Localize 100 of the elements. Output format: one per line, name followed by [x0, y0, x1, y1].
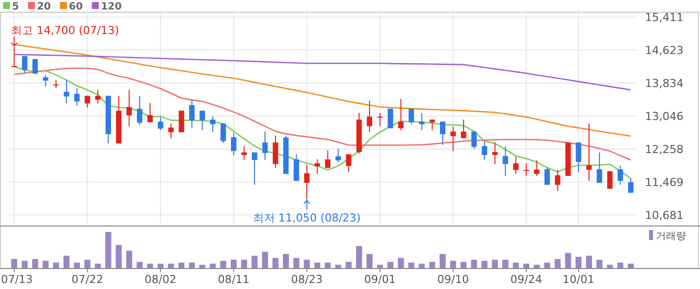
- bar: [282, 254, 289, 268]
- bar: [492, 260, 498, 268]
- x-tick-label: 07/13: [1, 273, 33, 286]
- candlestick: [576, 142, 582, 172]
- candlestick: [492, 142, 498, 164]
- candlestick: [314, 158, 320, 174]
- bar: [314, 262, 320, 268]
- bar: [596, 260, 602, 268]
- y-tick-label: 12,258: [645, 142, 684, 156]
- bar: [366, 254, 373, 268]
- candlestick: [210, 116, 216, 133]
- bar: [272, 258, 278, 268]
- x-tick-label: 09/10: [437, 273, 469, 286]
- candlestick: [513, 156, 519, 174]
- candlestick: [607, 170, 613, 190]
- bar: [554, 259, 561, 268]
- annotation: 최저 11,050 (08/23): [252, 211, 361, 224]
- candlestick: [388, 108, 394, 129]
- bar: [22, 260, 28, 268]
- bar: [147, 264, 154, 268]
- candlestick: [482, 140, 488, 160]
- bar: [418, 264, 425, 268]
- bar: [398, 258, 404, 268]
- bar: [94, 264, 101, 268]
- legend-label: 60: [68, 2, 83, 12]
- line-series: [14, 44, 632, 137]
- candlestick: [325, 150, 330, 168]
- x-tick-label: 08/02: [144, 273, 176, 286]
- bar: [158, 264, 164, 268]
- bar: [586, 256, 592, 268]
- candlestick: [74, 88, 80, 106]
- bar: [53, 262, 60, 268]
- bar: [116, 244, 122, 268]
- bar: [230, 260, 237, 268]
- bar: [346, 262, 352, 268]
- bar: [628, 264, 634, 268]
- candlestick: [534, 160, 540, 176]
- legend-label: 120: [100, 2, 122, 12]
- candlestick: [178, 110, 184, 133]
- candlestick: [304, 164, 310, 200]
- candlestick: [64, 79, 70, 104]
- candlestick: [450, 126, 456, 152]
- candlestick: [189, 99, 195, 129]
- bar: [105, 232, 112, 268]
- candlestick: [408, 108, 414, 125]
- bar: [74, 262, 80, 268]
- bar: [220, 260, 226, 268]
- legend-label: 20: [36, 2, 51, 12]
- bar: [606, 264, 613, 268]
- bar: [523, 264, 530, 268]
- candlestick: [230, 132, 236, 156]
- candlestick: [618, 164, 624, 186]
- bar: [210, 264, 216, 268]
- bar: [293, 258, 300, 268]
- candlestick: [346, 154, 352, 172]
- candlestick: [366, 100, 372, 133]
- candlestick: [544, 166, 550, 186]
- x-tick-label: 07/22: [72, 273, 104, 286]
- candlestick: [158, 116, 164, 131]
- candlestick: [200, 110, 206, 131]
- bar: [376, 264, 383, 268]
- candlestick: [42, 74, 48, 88]
- x-tick-label: 10/01: [562, 273, 594, 286]
- line-series: [14, 67, 632, 161]
- candlestick: [272, 135, 278, 168]
- candlestick: [220, 123, 226, 144]
- bar: [188, 262, 195, 268]
- x-tick-label: 09/24: [510, 273, 542, 286]
- candlestick: [430, 119, 435, 131]
- candlestick: [419, 112, 424, 131]
- bar: [576, 256, 582, 268]
- candlestick: [252, 152, 258, 186]
- bar: [471, 260, 478, 268]
- bar: [534, 264, 540, 268]
- y-tick-label: 11,469: [645, 176, 684, 189]
- bar: [84, 260, 90, 268]
- candlestick: [398, 98, 404, 131]
- bar: [11, 259, 18, 268]
- bar: [63, 256, 70, 268]
- bar: [42, 260, 49, 268]
- candlestick: [168, 123, 174, 139]
- bar: [481, 260, 488, 268]
- y-tick-label: 13,046: [645, 110, 684, 123]
- legend-label: 거래량: [656, 231, 686, 242]
- y-tick-label: 13,834: [645, 77, 684, 90]
- bar: [387, 262, 394, 268]
- bar: [252, 256, 258, 268]
- candlestick: [377, 112, 383, 127]
- y-tick-label: 14,623: [645, 44, 684, 58]
- legend-label: 5: [12, 2, 19, 12]
- bar: [304, 260, 310, 268]
- bar: [408, 262, 414, 268]
- candlestick: [241, 146, 247, 160]
- candlestick: [95, 89, 101, 104]
- candlestick: [32, 58, 38, 74]
- x-tick-label: 08/23: [290, 273, 323, 286]
- candlestick: [502, 146, 508, 176]
- bar: [565, 252, 572, 268]
- candlestick: [471, 131, 477, 150]
- bar: [241, 260, 248, 268]
